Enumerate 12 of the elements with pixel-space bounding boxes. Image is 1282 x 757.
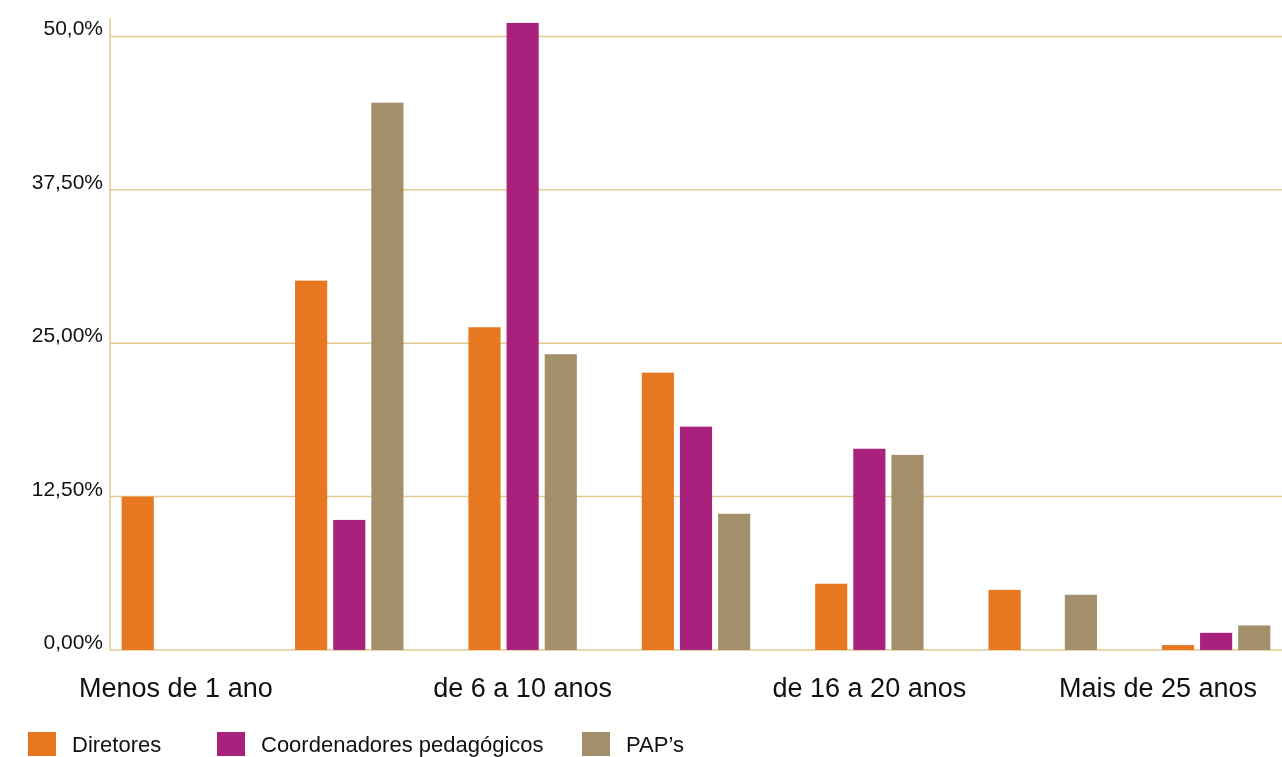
y-tick-label: 50,0% <box>43 16 103 40</box>
x-tick-label: de 16 a 20 anos <box>772 673 967 703</box>
y-tick-label: 25,00% <box>31 323 103 347</box>
x-tick-label: de 6 a 10 anos <box>433 673 612 703</box>
y-tick-label: 0,00% <box>43 629 103 653</box>
legend-label: PAP’s <box>626 732 684 757</box>
legend-label: Coordenadores pedagógicos <box>261 732 544 757</box>
legend-label: Diretores <box>72 732 162 757</box>
x-tick-label: Menos de 1 ano <box>79 673 273 703</box>
y-tick-label: 12,50% <box>31 476 103 500</box>
x-tick-label: Mais de 25 anos <box>1058 673 1258 703</box>
y-tick-label: 37,50% <box>31 169 103 193</box>
